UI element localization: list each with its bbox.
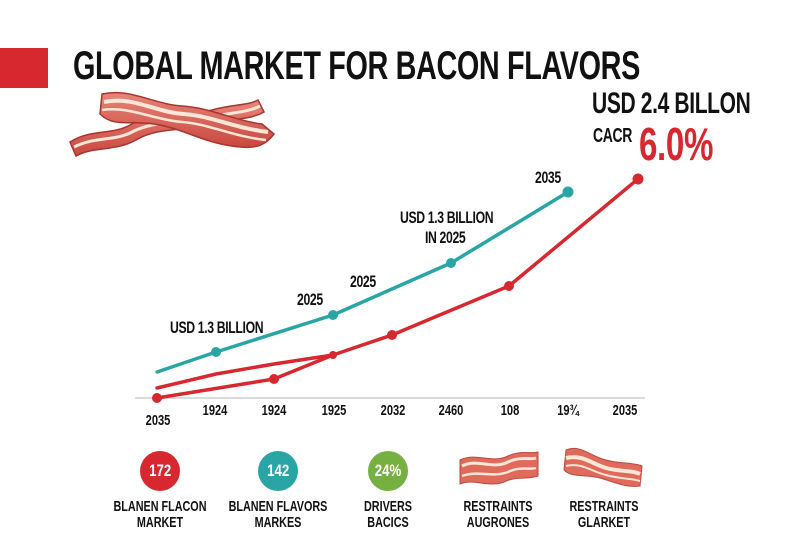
accent-block xyxy=(0,48,48,88)
market-value-headline: USD 2.4 BILLON xyxy=(592,87,751,120)
x-tick: 2460 xyxy=(438,402,464,419)
stat-circle-red: 172 xyxy=(140,451,180,491)
stat-label-line2: MARKET xyxy=(136,514,184,531)
stat-label-line2: BACICS xyxy=(367,514,409,531)
stat-label-line1: BLANEN FLACON xyxy=(113,498,207,515)
annotation-2025-b: 2025 xyxy=(350,272,376,291)
annotation-2025-a: 2025 xyxy=(297,290,323,309)
annotation-2035: 2035 xyxy=(535,168,561,187)
x-tick: 1924 xyxy=(261,402,287,419)
x-tick: 1925 xyxy=(321,402,347,419)
red-series-markers xyxy=(152,173,644,403)
stat-label-line1: BLANEN FLAVORS xyxy=(228,498,328,515)
x-tick: 108 xyxy=(500,402,520,419)
x-tick: 19¾ xyxy=(557,402,579,419)
red-series-upper-line xyxy=(155,353,335,390)
page-title: GLOBAL MARKET FOR BACON FLAVORS xyxy=(73,44,640,88)
cagr-label: CACR xyxy=(593,125,633,147)
bacon-illustration-icon xyxy=(69,92,276,158)
annotation-in-2025: IN 2025 xyxy=(425,228,466,247)
stat-value: 24% xyxy=(374,461,402,480)
teal-series-markers xyxy=(211,186,574,357)
bacon-strips-icon xyxy=(459,451,539,485)
cagr-value: 6.0% xyxy=(639,118,714,170)
x-tick: 2035 xyxy=(145,412,171,429)
stat-label-line1: RESTRAINTS xyxy=(463,498,533,515)
stat-value: 172 xyxy=(148,461,172,480)
stat-label-line1: RESTRAINTS xyxy=(569,498,639,515)
stat-label-line2: MARKES xyxy=(254,514,302,531)
bacon-strip-icon xyxy=(563,447,643,487)
stat-label-line2: AUGRONES xyxy=(466,514,530,531)
stat-circle-teal: 142 xyxy=(258,451,298,491)
red-series-line xyxy=(155,177,640,400)
x-tick: 2035 xyxy=(612,402,638,419)
annotation-usd-1-3-billion: USD 1.3 BILLION xyxy=(170,318,264,337)
x-tick: 2032 xyxy=(380,402,406,419)
x-tick: 1924 xyxy=(202,402,228,419)
annotation-usd-1-3-billion-2025: USD 1.3 BILLION xyxy=(400,208,494,227)
stat-circle-green: 24% xyxy=(368,451,408,491)
stat-label-line2: GLARKET xyxy=(577,514,631,531)
stat-value: 142 xyxy=(266,461,290,480)
stat-label-line1: DRIVERS xyxy=(363,498,413,515)
